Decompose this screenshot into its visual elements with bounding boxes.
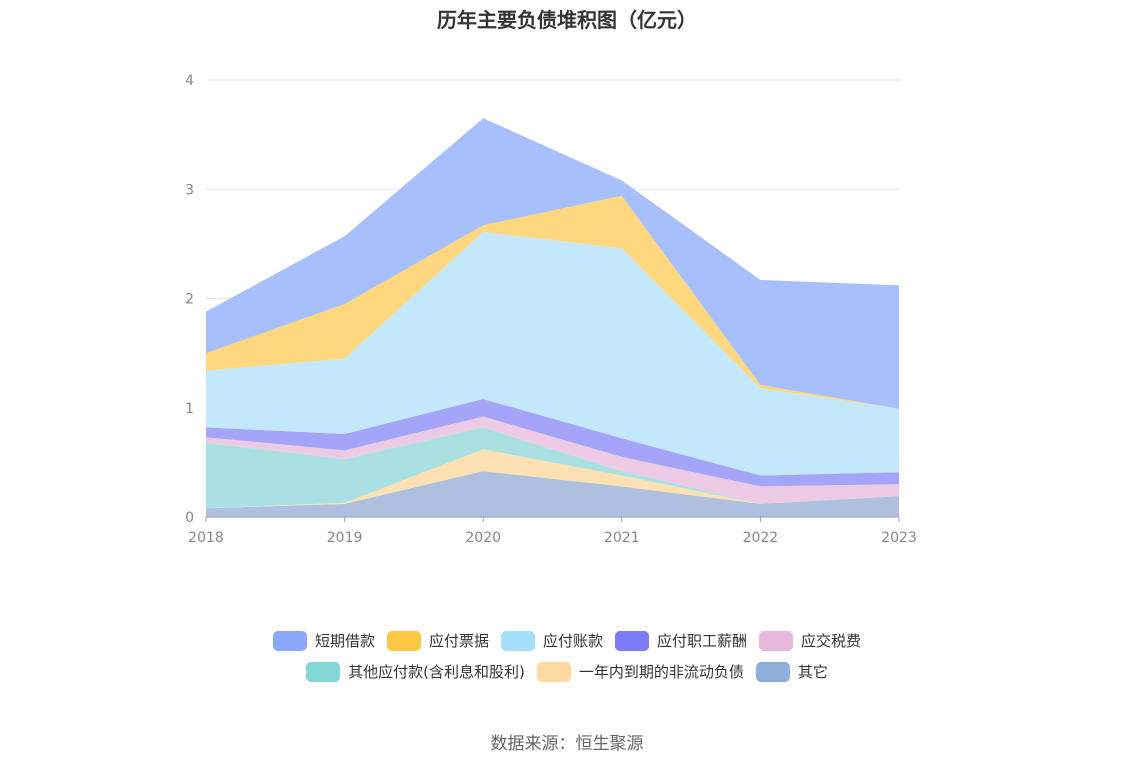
legend-item[interactable]: 应交税费	[759, 630, 861, 651]
y-tick-label: 0	[185, 510, 194, 526]
legend-swatch	[615, 630, 649, 651]
source-note: 数据来源：恒生聚源	[490, 734, 644, 754]
legend-label: 一年内到期的非流动负债	[578, 663, 744, 681]
area-series	[206, 118, 899, 517]
legend-label: 应付票据	[428, 632, 489, 650]
legend-label: 其他应付款(含利息和股利)	[348, 663, 525, 681]
legend-swatch	[386, 630, 421, 651]
x-tick-label: 2019	[327, 530, 363, 546]
legend-swatch	[306, 661, 341, 682]
area-series-4	[206, 399, 899, 487]
axes: 0 1 2 3 4 2018 2019 2020 2021 2022 2023	[185, 73, 917, 546]
area-series-1	[206, 449, 899, 509]
y-tick-label: 3	[185, 182, 194, 198]
stacked-area-chart: 0 1 2 3 4 2018 2019 2020 2021 2022 2023	[185, 73, 917, 546]
x-tick-label: 2023	[881, 530, 917, 546]
area-series-5	[206, 231, 899, 476]
legend-item[interactable]: 其他应付款(含利息和股利)	[306, 661, 525, 682]
legend-item[interactable]: 应付职工薪酬	[615, 630, 747, 651]
legend-item[interactable]: 应付票据	[386, 630, 489, 651]
area-series-6	[206, 195, 899, 409]
legend-label: 应付职工薪酬	[657, 632, 748, 650]
legend-swatch	[500, 630, 535, 651]
legend-swatch	[759, 630, 794, 651]
legend-swatch	[755, 661, 790, 682]
area-series-7	[206, 118, 899, 409]
area-series-3	[206, 416, 899, 504]
legend-item[interactable]: 一年内到期的非流动负债	[536, 661, 744, 682]
legend-item[interactable]: 应付账款	[500, 630, 603, 651]
legend-row: 短期借款 应付票据 应付账款 应付职工薪酬 应交税费	[0, 630, 1134, 651]
chart-title: 历年主要负债堆积图（亿元）	[437, 8, 697, 32]
y-tick-label: 1	[185, 401, 194, 417]
legend-swatch	[536, 661, 571, 682]
x-tick-label: 2022	[743, 530, 779, 546]
area-series-0	[206, 471, 899, 517]
y-tick-label: 2	[185, 292, 194, 308]
legend-label: 短期借款	[314, 632, 375, 650]
x-tick-label: 2018	[188, 530, 224, 546]
legend-row: 其他应付款(含利息和股利) 一年内到期的非流动负债 其它	[0, 661, 1134, 682]
legend-label: 应付账款	[542, 632, 603, 650]
x-tick-label: 2021	[604, 530, 640, 546]
legend: 短期借款 应付票据 应付账款 应付职工薪酬 应交税费其他应付款(含利息和股利) 一年内到期…	[0, 630, 1134, 692]
legend-item[interactable]: 其它	[755, 661, 828, 682]
legend-swatch	[272, 630, 307, 651]
area-series-2	[206, 427, 899, 509]
legend-item[interactable]: 短期借款	[272, 630, 375, 651]
legend-label: 应交税费	[801, 632, 862, 650]
y-tick-label: 4	[185, 73, 194, 89]
x-tick-label: 2020	[465, 530, 501, 546]
legend-label: 其它	[797, 663, 828, 681]
